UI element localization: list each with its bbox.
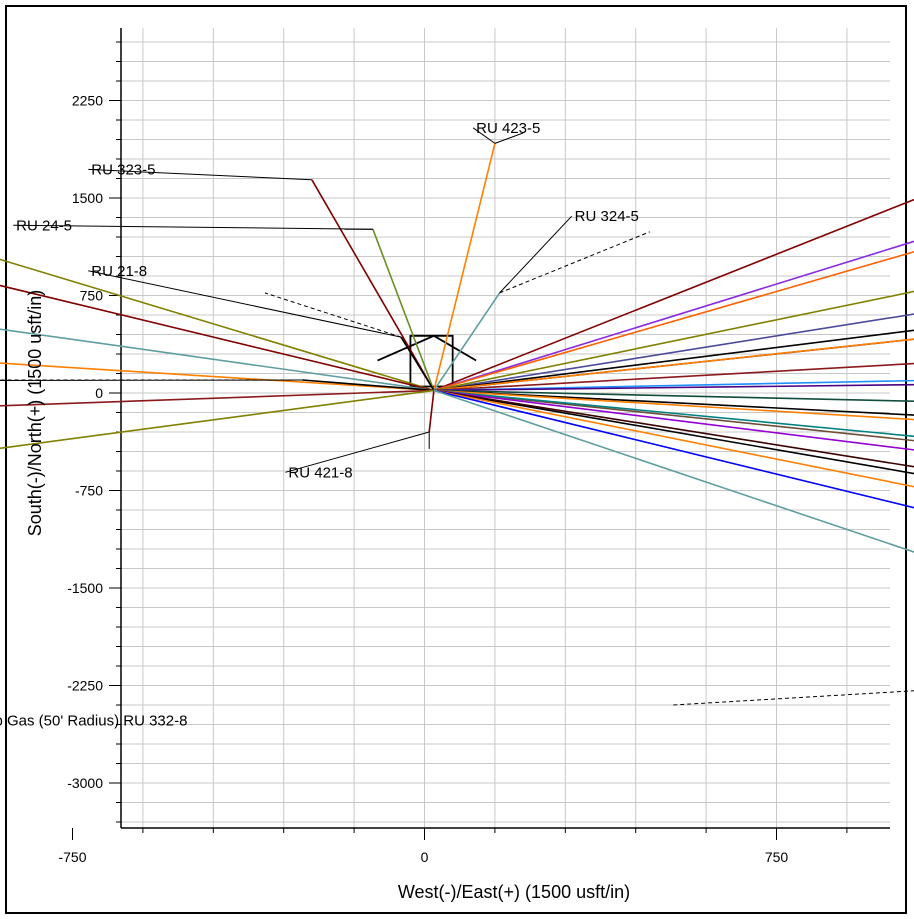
well-path-ru-411-8 (0, 389, 434, 450)
pad-outline-inner (377, 334, 477, 362)
well-path-ru-32-8 (433, 389, 914, 475)
label-connector-ru-321-8 (0, 379, 303, 381)
label-connector-ru-323-5 (88, 168, 312, 181)
well-paths (0, 132, 914, 553)
well-path-ru-331-8 (433, 379, 914, 392)
well-path-ru-421-8 (428, 390, 435, 433)
label-connector-ru-423-5 (472, 127, 496, 144)
well-path-ru-41-8 (433, 362, 914, 392)
well-path-ru-21-8 (400, 336, 435, 391)
label-connector-ru-324-5 (499, 215, 573, 294)
leader-ru-21-8 (264, 292, 402, 338)
well-path-ru-423-5 (433, 143, 496, 391)
y-tick-label: 750 (80, 288, 104, 304)
well-path-ru-24-5 (372, 228, 435, 391)
well-path-ru-413-5 (0, 258, 435, 392)
label-connector-ru-24-5 (13, 224, 373, 230)
x-tick-label: 0 (421, 849, 429, 865)
well-path-ru-314-5 (0, 328, 434, 392)
x-tick-label: 750 (765, 849, 789, 865)
well-path-ru-42-8 (433, 389, 914, 421)
well-path-ru-31-8 (433, 338, 914, 392)
well-path-ru-342-8 (433, 389, 914, 438)
well-path-ru-44-5 (433, 329, 914, 392)
well-path-ru-324-5 (433, 292, 501, 391)
y-tick-label: -1500 (67, 580, 103, 596)
well-path-ru-431-8 (433, 389, 914, 416)
y-tick-label: 2250 (72, 93, 103, 109)
well-path-ru-433-5 (433, 250, 914, 392)
well-label-ru-423-5: RU 423-5 (476, 120, 540, 137)
x-tick-label: -750 (58, 849, 86, 865)
well-labels: RU 423-5RU 33-5RU 323-5RU 333-5RU 343-5R… (0, 120, 639, 481)
well-path-ru-311-8 (0, 389, 434, 407)
well-path-ru-441-8 (433, 389, 914, 403)
well-path-ru-344-5 (433, 338, 914, 392)
well-path-ru-642-8 (433, 389, 914, 488)
well-path-ru-321-8 (302, 379, 434, 392)
well-path-ru-542-8 (433, 389, 914, 468)
well-path-ru-33-8 (433, 389, 914, 553)
y-tick-label: 1500 (72, 190, 103, 206)
chart-frame (5, 5, 907, 914)
well-label-ru-324-5: RU 324-5 (575, 208, 639, 225)
leader-ru-324-5 (499, 231, 650, 294)
x-axis-title: West(-)/East(+) (1500 usft/in) (398, 882, 630, 902)
target-marker: Top Gas (50' Radius) RU 332-8 (0, 690, 914, 730)
y-tick-label: -750 (75, 483, 103, 499)
y-axis-title: South(-)/North(+) (1500 usft/in) (25, 290, 45, 537)
target-label: Top Gas (50' Radius) RU 332-8 (0, 713, 187, 730)
well-label-ru-421-8: RU 421-8 (288, 464, 352, 481)
well-path-ru-11-8 (0, 362, 434, 392)
label-connector-ru-421-8 (285, 431, 430, 473)
axes: -2250-1500-75007501500225030002250150075… (58, 28, 890, 865)
leader-ru-423-5 (494, 132, 524, 144)
target-leader (673, 690, 914, 706)
well-path-ru-323-5 (311, 179, 435, 391)
well-path-ru-33-5 (433, 198, 914, 392)
well-path-ru-14-5 (0, 284, 435, 392)
grid (121, 28, 890, 828)
y-tick-label: -3000 (67, 775, 103, 791)
label-connector-ru-21-8 (88, 270, 402, 338)
well-label-ru-323-5: RU 323-5 (91, 161, 155, 178)
y-tick-label: -2250 (67, 678, 103, 694)
well-path-ru-531-8 (433, 389, 914, 442)
well-path-ru-333-5 (433, 240, 914, 392)
well-label-ru-21-8: RU 21-8 (91, 263, 147, 280)
y-tick-label: 0 (95, 385, 103, 401)
well-path-ru-343-5 (433, 313, 914, 392)
well-path-ru-34-5 (433, 290, 914, 392)
well-path-ru-442-8 (433, 389, 914, 451)
well-path-ru-332-8 (433, 389, 914, 509)
well-path-ru-341-8 (433, 383, 914, 392)
